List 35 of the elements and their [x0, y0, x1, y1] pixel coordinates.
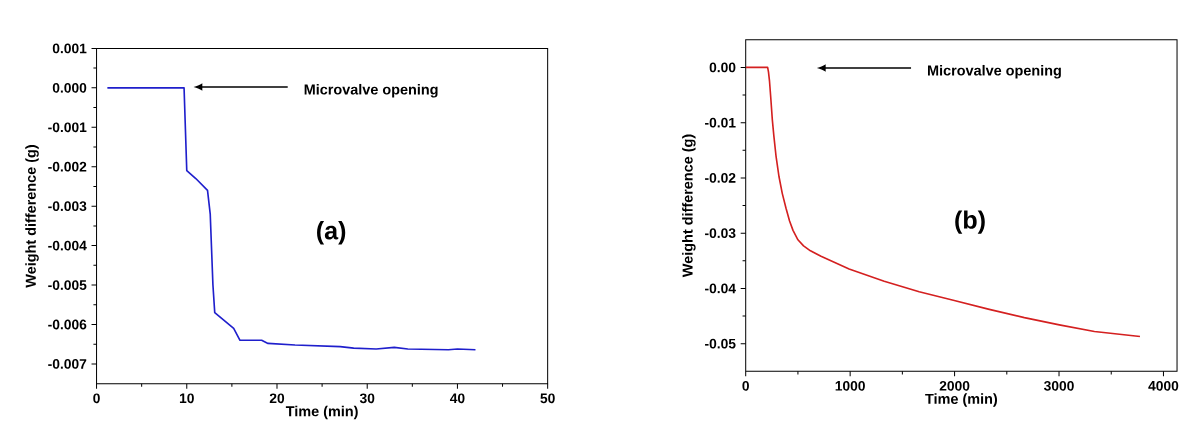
annotation: Microvalve opening	[928, 64, 1061, 79]
y-tick-label: -0.04	[705, 283, 736, 294]
y-tick-label: 0.000	[52, 82, 87, 93]
y-tick-label: -0.005	[48, 279, 87, 290]
x-tick-label: 0	[93, 393, 100, 403]
y-tick-label: -0.02	[705, 172, 736, 183]
line-series	[745, 66, 1141, 338]
y-tick-label: 0.00	[709, 62, 736, 73]
x-tick-label: 4000	[1148, 380, 1179, 391]
y-tick-label: 0.001	[52, 43, 87, 54]
x-axis-title: Time (min)	[285, 405, 358, 420]
annotation: (b)	[955, 210, 985, 234]
x-tick-label: 1000	[835, 380, 865, 391]
y-tick-label: -0.006	[48, 319, 87, 330]
y-axis-title: Weight difference (g)	[682, 134, 696, 277]
x-tick-label: 3000	[1043, 380, 1074, 391]
x-tick-label: 50	[540, 393, 555, 403]
x-tick-label: 20	[269, 393, 285, 403]
y-axis-title: Weight difference (g)	[25, 144, 39, 288]
y-tick-label: -0.05	[705, 338, 736, 349]
x-tick-label: 40	[449, 393, 465, 403]
x-tick-label: 0	[742, 380, 749, 391]
x-axis-title: Time (min)	[925, 393, 998, 407]
y-tick-label: -0.003	[48, 201, 87, 211]
y-tick-label: -0.007	[48, 358, 87, 369]
y-tick-label: -0.03	[705, 228, 736, 238]
x-tick-label: 30	[359, 393, 375, 403]
x-tick-label: 10	[179, 393, 194, 403]
x-tick-label: 2000	[939, 380, 970, 391]
y-tick-label: -0.01	[705, 117, 736, 128]
annotation: Microvalve opening	[304, 83, 438, 98]
annotation: (a)	[317, 220, 346, 245]
y-tick-label: -0.001	[48, 122, 87, 132]
y-tick-label: -0.004	[48, 240, 87, 251]
y-tick-label: -0.002	[48, 161, 87, 172]
